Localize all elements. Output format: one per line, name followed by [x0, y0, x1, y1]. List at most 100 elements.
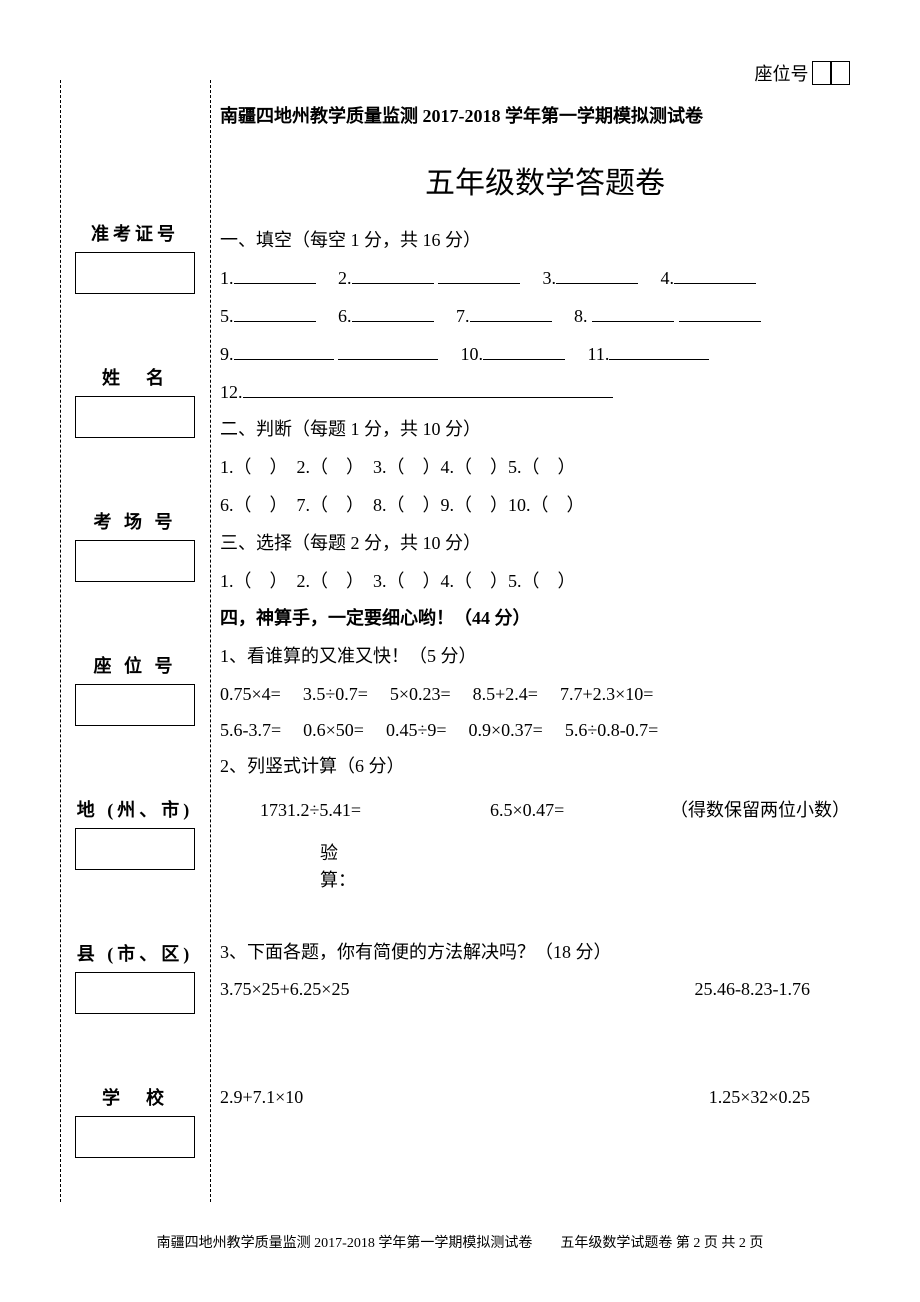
main-content: 座位号 南疆四地州教学质量监测 2017-2018 学年第一学期模拟测试卷 五年…	[220, 60, 870, 1117]
box-name[interactable]	[75, 396, 195, 438]
section-4-title: 四，神算手，一定要细心哟！（44 分）	[220, 600, 870, 638]
page-title: 五年级数学答题卷	[220, 158, 870, 202]
s4-p2-row: 1731.2÷5.41= 6.5×0.47= （得数保留两位小数）	[260, 792, 870, 830]
item-6: 6.	[338, 306, 352, 326]
vert-b: 6.5×0.47=	[490, 792, 670, 830]
blank-9a[interactable]	[234, 338, 334, 360]
section-3-choice: 三、选择（每题 2 分，共 10 分） 1.（ ） 2.（ ） 3.（ ）4.（…	[220, 525, 870, 601]
verify-label: 验 算：	[320, 840, 870, 894]
calc-6: 5.6-3.7=	[220, 712, 281, 748]
yan-1: 验	[320, 840, 870, 867]
seat-box-1[interactable]	[812, 61, 832, 85]
section-4-calc: 四，神算手，一定要细心哟！（44 分） 1、看谁算的又准又快！（5 分） 0.7…	[220, 600, 870, 1117]
seat-box-2[interactable]	[830, 61, 850, 85]
field-name: 姓 名	[70, 364, 200, 438]
section-1-title: 一、填空（每空 1 分，共 16 分）	[220, 222, 870, 260]
seat-label: 座位号	[755, 64, 809, 84]
fold-line-left	[60, 80, 61, 1202]
p3-d: 1.25×32×0.25	[709, 1079, 810, 1117]
s4-p1-title: 1、看谁算的又准又快！（5 分）	[220, 638, 870, 676]
calc-5: 7.7+2.3×10=	[560, 676, 653, 712]
s4-p1-row2: 5.6-3.7= 0.6×50= 0.45÷9= 0.9×0.37= 5.6÷0…	[220, 712, 870, 748]
calc-1: 0.75×4=	[220, 676, 281, 712]
item-1: 1.	[220, 268, 234, 288]
calc-10: 5.6÷0.8-0.7=	[565, 712, 659, 748]
blank-7[interactable]	[470, 300, 552, 322]
judge-line-2[interactable]: 6.（ ） 7.（ ） 8.（ ）9.（ ）10.（ ）	[220, 487, 870, 525]
s4-p3-title: 3、下面各题，你有简便的方法解决吗？（18 分）	[220, 934, 870, 972]
label-county: 县 (市、区)	[70, 940, 200, 966]
label-prefecture: 地 (州、市)	[70, 796, 200, 822]
calc-7: 0.6×50=	[303, 712, 364, 748]
item-9: 9.	[220, 344, 234, 364]
blank-2b[interactable]	[438, 263, 520, 285]
box-room[interactable]	[75, 540, 195, 582]
blank-12[interactable]	[243, 376, 613, 398]
item-10: 10.	[461, 344, 484, 364]
item-4: 4.	[661, 268, 675, 288]
label-seat: 座 位 号	[70, 652, 200, 678]
item-3: 3.	[543, 268, 557, 288]
vert-a: 1731.2÷5.41=	[260, 792, 490, 830]
fill-line-4: 12.	[220, 374, 870, 412]
box-seat[interactable]	[75, 684, 195, 726]
blank-6[interactable]	[352, 300, 434, 322]
exam-header: 南疆四地州教学质量监测 2017-2018 学年第一学期模拟测试卷	[220, 102, 870, 128]
section-1-fill: 一、填空（每空 1 分，共 16 分） 1. 2. 3. 4. 5. 6. 7.…	[220, 222, 870, 411]
yan-2: 算：	[320, 867, 870, 894]
calc-9: 0.9×0.37=	[469, 712, 543, 748]
field-seat: 座 位 号	[70, 652, 200, 726]
blank-1[interactable]	[234, 263, 316, 285]
vert-note: （得数保留两位小数）	[670, 792, 850, 830]
item-8: 8.	[574, 306, 588, 326]
box-county[interactable]	[75, 972, 195, 1014]
seat-boxes	[813, 61, 850, 90]
choice-line-1[interactable]: 1.（ ） 2.（ ） 3.（ ）4.（ ）5.（ ）	[220, 563, 870, 601]
blank-10[interactable]	[483, 338, 565, 360]
box-prefecture[interactable]	[75, 828, 195, 870]
calc-2: 3.5÷0.7=	[303, 676, 368, 712]
item-12: 12.	[220, 382, 243, 402]
calc-4: 8.5+2.4=	[473, 676, 538, 712]
s4-p2-title: 2、列竖式计算（6 分）	[220, 748, 870, 786]
blank-9b[interactable]	[338, 338, 438, 360]
blank-11[interactable]	[609, 338, 709, 360]
fold-line-right	[210, 80, 211, 1202]
p3-a: 3.75×25+6.25×25	[220, 971, 349, 1009]
fill-line-3: 9. 10. 11.	[220, 336, 870, 374]
label-name: 姓 名	[70, 364, 200, 390]
s4-p3-row1: 3.75×25+6.25×25 25.46-8.23-1.76	[220, 971, 870, 1009]
info-sidebar: 准考证号 姓 名 考 场 号 座 位 号 地 (州、市) 县 (市、区) 学 校	[70, 220, 200, 1228]
calc-3: 5×0.23=	[390, 676, 451, 712]
spacer-1	[220, 894, 870, 934]
label-admission: 准考证号	[70, 220, 200, 246]
item-11: 11.	[588, 344, 610, 364]
field-prefecture: 地 (州、市)	[70, 796, 200, 870]
blank-4[interactable]	[674, 263, 756, 285]
box-school[interactable]	[75, 1116, 195, 1158]
field-room: 考 场 号	[70, 508, 200, 582]
item-7: 7.	[456, 306, 470, 326]
s4-p1-row1: 0.75×4= 3.5÷0.7= 5×0.23= 8.5+2.4= 7.7+2.…	[220, 676, 870, 712]
item-2: 2.	[338, 268, 352, 288]
p3-c: 2.9+7.1×10	[220, 1079, 303, 1117]
fill-line-2: 5. 6. 7. 8.	[220, 298, 870, 336]
blank-8b[interactable]	[679, 300, 761, 322]
item-5: 5.	[220, 306, 234, 326]
blank-8a[interactable]	[592, 300, 674, 322]
field-county: 县 (市、区)	[70, 940, 200, 1014]
page-footer: 南疆四地州教学质量监测 2017-2018 学年第一学期模拟测试卷 五年级数学试…	[0, 1232, 920, 1252]
s4-p3-row2: 2.9+7.1×10 1.25×32×0.25	[220, 1079, 870, 1117]
fill-line-1: 1. 2. 3. 4.	[220, 260, 870, 298]
label-school: 学 校	[70, 1084, 200, 1110]
label-room: 考 场 号	[70, 508, 200, 534]
section-2-title: 二、判断（每题 1 分，共 10 分）	[220, 411, 870, 449]
p3-b: 25.46-8.23-1.76	[695, 971, 811, 1009]
blank-2a[interactable]	[352, 263, 434, 285]
blank-3[interactable]	[556, 263, 638, 285]
judge-line-1[interactable]: 1.（ ） 2.（ ） 3.（ ）4.（ ）5.（ ）	[220, 449, 870, 487]
box-admission[interactable]	[75, 252, 195, 294]
blank-5[interactable]	[234, 300, 316, 322]
field-admission-ticket: 准考证号	[70, 220, 200, 294]
section-3-title: 三、选择（每题 2 分，共 10 分）	[220, 525, 870, 563]
